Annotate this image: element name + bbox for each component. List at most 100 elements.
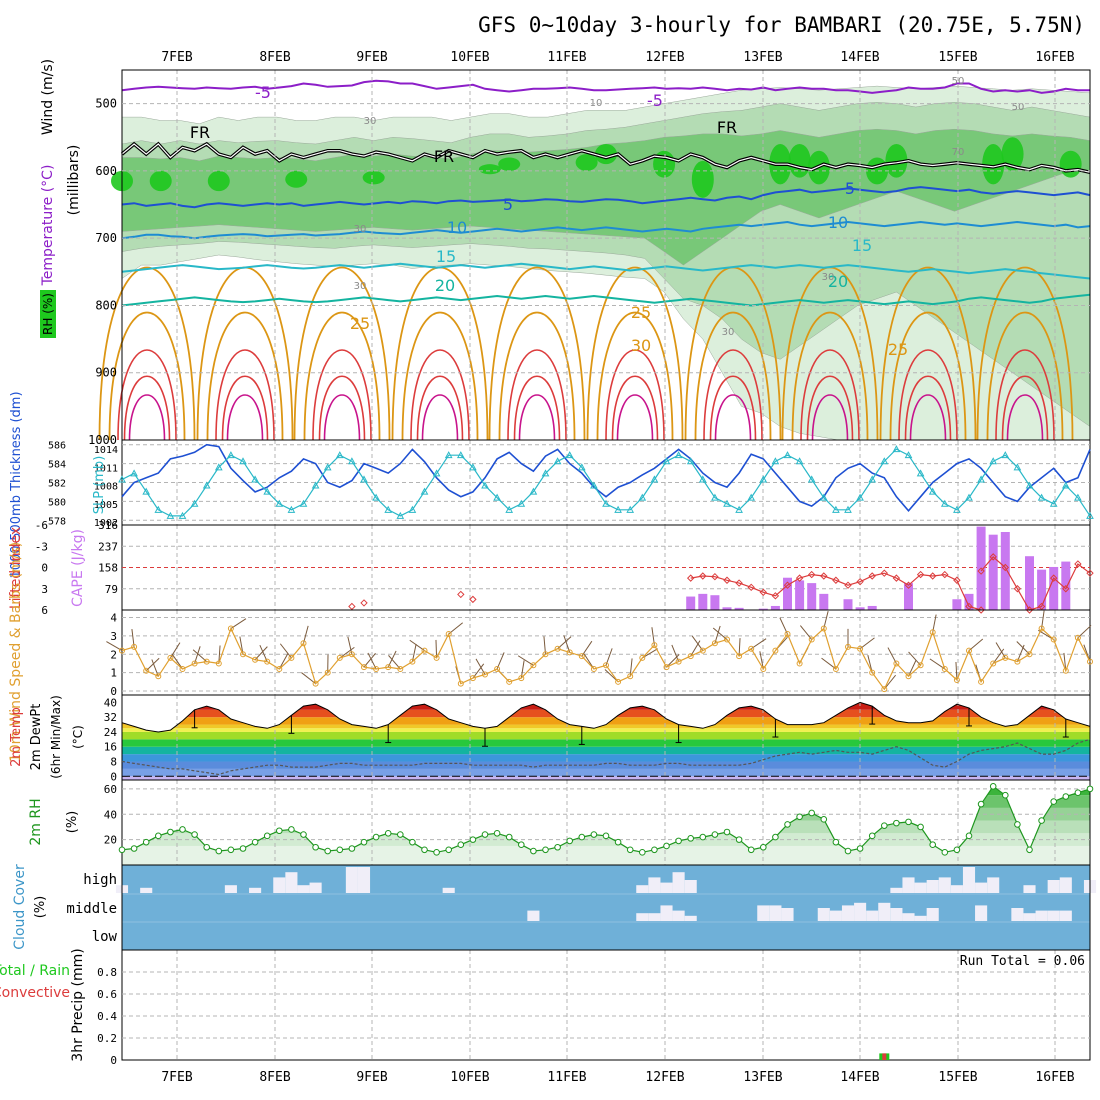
wind-speed-point xyxy=(615,678,622,685)
date-tick-label: 7FEB xyxy=(161,50,192,65)
slp-point xyxy=(795,457,804,465)
rh-label: 50 xyxy=(952,76,965,87)
slp-axis-label: SLP (mb) xyxy=(92,456,107,515)
slp-point xyxy=(553,457,562,465)
isotherm-warm xyxy=(318,375,366,441)
slp-point xyxy=(348,457,356,465)
rh2m-panel: 20 40 60 2m RH (%) xyxy=(28,779,1094,866)
date-tick-label: 14FEB xyxy=(840,1070,879,1085)
wind-speed-point xyxy=(348,651,355,658)
rh-point xyxy=(844,847,852,855)
cloud-bar-middle xyxy=(660,905,673,921)
wind-speed-point xyxy=(929,629,936,636)
rh-point xyxy=(675,837,682,845)
wind-speed-point xyxy=(324,669,331,676)
slp-point xyxy=(662,457,671,465)
isotherm-warm xyxy=(889,311,967,441)
date-tick-label: 15FEB xyxy=(938,1070,977,1085)
cloud-bar-high xyxy=(975,882,988,893)
wind-speed-point xyxy=(397,665,404,672)
isotherm-warm xyxy=(488,266,586,441)
date-tick-label: 13FEB xyxy=(743,1070,782,1085)
isotherm-warm xyxy=(616,394,654,441)
isotherm-warm xyxy=(323,394,361,441)
isotherm-warm xyxy=(605,349,665,441)
isotherm-label: 25 xyxy=(631,303,651,322)
isotherm-warm xyxy=(596,311,674,441)
cape-bar xyxy=(952,599,962,610)
cloud-bar-middle xyxy=(829,910,842,921)
rh-point xyxy=(493,829,501,837)
wind10m-panel: 0 1 2 3 4 10m Wind Speed & Barbs (m/s) xyxy=(8,542,1093,762)
cloud-bar-middle xyxy=(1047,910,1060,921)
rh-point xyxy=(747,846,755,854)
isotherm-warm xyxy=(215,349,275,441)
wind-barb xyxy=(411,643,417,662)
isotherm-warm xyxy=(221,375,269,441)
slp-point xyxy=(904,451,913,459)
li-point xyxy=(1086,569,1094,577)
slp-point xyxy=(335,451,344,459)
rh-band-vivid xyxy=(1001,137,1024,171)
li-point xyxy=(965,602,973,611)
temp-band xyxy=(122,739,1090,747)
slp-point xyxy=(517,499,526,507)
rh-point xyxy=(251,838,259,846)
wind-barb xyxy=(691,635,704,651)
slp-point xyxy=(868,475,877,483)
wind-speed-point xyxy=(445,631,452,638)
li-point xyxy=(457,590,465,599)
slp-point xyxy=(263,487,272,495)
wind-speed-point xyxy=(748,645,755,652)
panel-frame xyxy=(121,949,1091,1061)
li-point xyxy=(1037,602,1046,611)
isotherm-line xyxy=(121,220,1091,240)
li-point xyxy=(880,569,889,577)
wind-speed-point xyxy=(760,665,767,672)
slp-point xyxy=(251,475,259,483)
wind-speed-point xyxy=(530,662,537,669)
wind-barb xyxy=(867,655,873,673)
wind-speed-point xyxy=(542,651,549,658)
slp-point xyxy=(698,475,707,483)
cloud-unit-label: (%) xyxy=(33,896,48,919)
date-tick-label: 10FEB xyxy=(450,1070,489,1085)
wind-speed-point xyxy=(845,643,851,650)
wind-speed-point xyxy=(252,656,259,663)
rh-point xyxy=(155,832,162,840)
rh-band-vivid xyxy=(149,170,172,192)
rh-point xyxy=(457,841,465,849)
date-tick-label: 8FEB xyxy=(259,1070,290,1085)
li-point xyxy=(807,570,816,579)
temp-tick-label: 32 xyxy=(104,711,117,724)
wind-barb xyxy=(929,658,946,670)
cape-bar xyxy=(722,607,732,610)
rh-point xyxy=(735,836,743,843)
li-point xyxy=(711,573,719,581)
rh-band-vivid xyxy=(982,144,1005,185)
cloud-bar-high xyxy=(357,867,371,893)
slp-point xyxy=(747,493,756,501)
slp-tick-label: 1005 xyxy=(94,500,118,511)
wind-speed-point xyxy=(227,625,234,632)
rh-point xyxy=(312,843,319,851)
pressure-tick-label: 700 xyxy=(95,231,117,245)
isotherm-label: 25 xyxy=(350,314,370,333)
isotherm-line xyxy=(121,79,1090,94)
precip-conv-bar xyxy=(882,1053,887,1060)
slp-point xyxy=(408,505,417,513)
cloud-bar-high xyxy=(285,872,298,893)
cloud-axis-label: Cloud Cover xyxy=(12,864,28,950)
cape-axis-label: CAPE (J/kg) xyxy=(70,529,86,607)
isotherm-warm xyxy=(800,349,860,441)
isotherm-warm xyxy=(303,311,381,441)
wind-speed-point xyxy=(276,665,283,672)
isotherm-line xyxy=(121,262,1091,280)
isotherm-label: 25 xyxy=(888,340,908,359)
wind-barb xyxy=(1041,610,1045,629)
wind-speed-point xyxy=(494,665,501,672)
slp-point xyxy=(674,451,683,459)
rh-point xyxy=(409,838,416,846)
wind-barb xyxy=(887,647,897,664)
wind-speed-point xyxy=(191,660,198,667)
